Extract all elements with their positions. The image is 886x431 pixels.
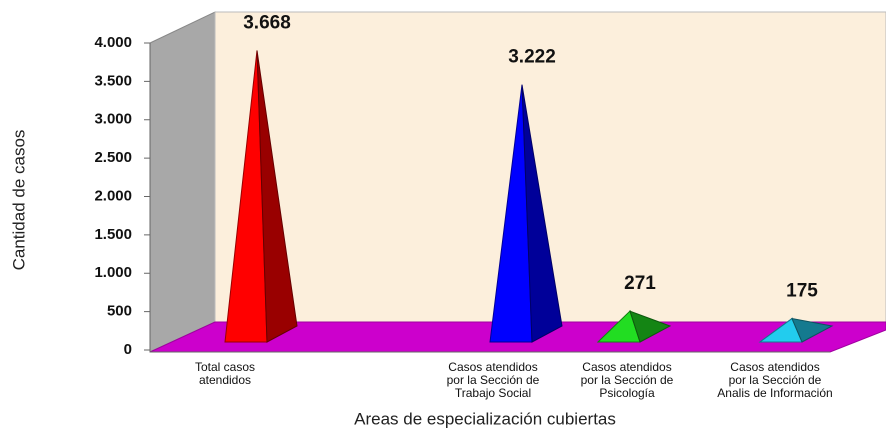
y-tick-label: 0 (124, 341, 132, 358)
y-tick-label: 1.000 (94, 264, 132, 281)
x-tick-label: Total casos atendidos (195, 360, 255, 387)
pyramid-side (521, 84, 563, 343)
x-tick-label: Casos atendidos por la Sección de Analis d… (717, 360, 832, 400)
x-tick-label: Casos atendidos por la Sección de Trabajo … (447, 360, 540, 400)
y-tick-label: 2.500 (94, 149, 132, 166)
y-axis-label: Cantidad de casos (9, 130, 28, 271)
left-wall (149, 11, 216, 353)
y-tick-label: 2.000 (94, 187, 132, 204)
value-label: 3.668 (243, 12, 291, 33)
y-tick-label: 1.500 (94, 226, 132, 243)
x-tick-label: Casos atendidos por la Sección de Psicolog… (581, 360, 674, 400)
value-label: 271 (624, 273, 656, 294)
back-wall (214, 11, 886, 323)
y-tick-label: 3.500 (94, 72, 132, 89)
y-tick-label: 3.000 (94, 111, 132, 128)
y-tick-label: 4.000 (94, 34, 132, 51)
x-axis-label: Areas de especialización cubiertas (354, 409, 616, 428)
pyramid-side (629, 310, 672, 343)
y-tick-label: 500 (107, 303, 132, 320)
value-label: 3.222 (508, 47, 556, 68)
pyramid-side (256, 50, 298, 343)
pyramid-side (791, 317, 834, 343)
value-label: 175 (786, 281, 818, 302)
